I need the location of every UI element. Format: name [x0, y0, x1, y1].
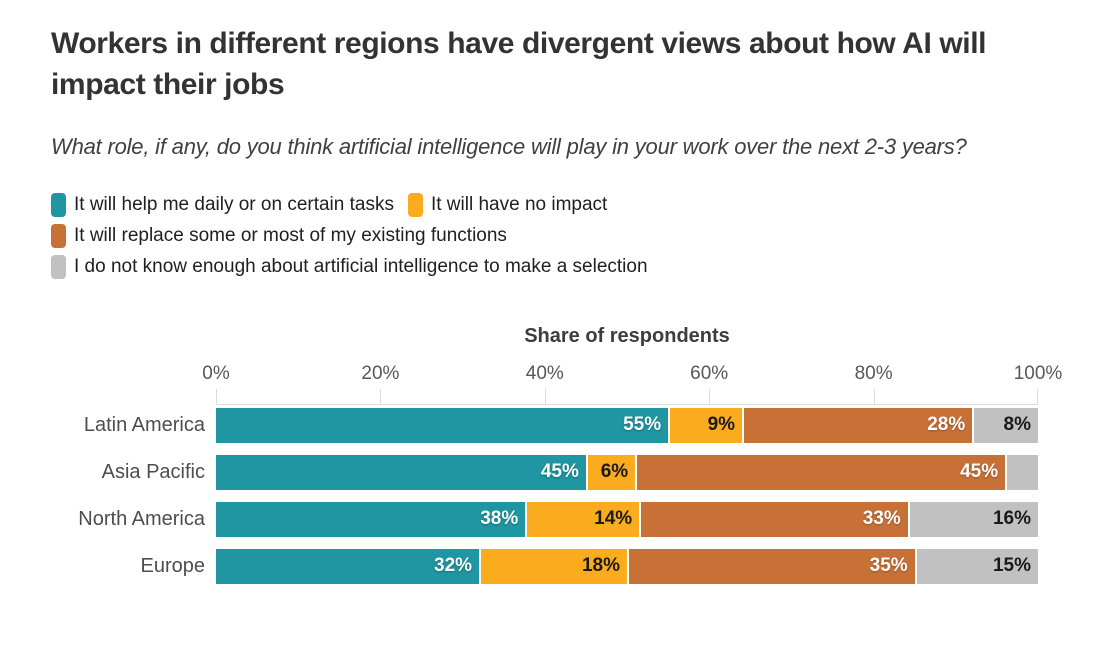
- bar-segment: 38%: [216, 501, 526, 537]
- x-axis-tick-label: 80%: [854, 362, 893, 384]
- bar-value-label: 32%: [434, 555, 473, 576]
- legend-item: It will have no impact: [407, 193, 608, 217]
- x-axis-tick-label: 40%: [525, 362, 564, 384]
- x-axis-tick-mark: [216, 388, 217, 404]
- bar-value-label: 35%: [869, 555, 908, 576]
- x-axis-tick-label: 100%: [1013, 362, 1063, 384]
- x-axis-tick-mark: [873, 388, 875, 404]
- legend-item: I do not know enough about artificial in…: [51, 255, 648, 279]
- category-label: North America: [78, 507, 205, 530]
- legend-item: It will replace some or most of my exist…: [51, 224, 507, 248]
- bar-rows: Latin America 55% 9% 28% 8% Asia Pacific 45% 6%…: [51, 407, 1038, 584]
- bar-value-label: 6%: [600, 461, 629, 482]
- bar-value-label: 8%: [1003, 414, 1031, 435]
- bar-segment: 28%: [742, 407, 973, 443]
- bar-segment: 45%: [635, 454, 1006, 490]
- x-axis-line: [216, 388, 1038, 405]
- legend-swatch-icon: [51, 255, 66, 279]
- page: Workers in different regions have diverg…: [51, 27, 1062, 584]
- legend: It will help me daily or on certain task…: [51, 190, 1038, 283]
- legend-swatch-icon: [51, 193, 66, 217]
- bar-segment: 55%: [216, 407, 669, 443]
- category-label: Asia Pacific: [101, 460, 205, 483]
- legend-swatch-icon: [51, 224, 66, 248]
- x-axis-tick-mark: [544, 388, 546, 404]
- bar-segment: 33%: [639, 501, 908, 537]
- legend-row: It will help me daily or on certain task…: [51, 190, 1038, 221]
- bar-segment: 18%: [479, 548, 627, 584]
- bar-value-label: 45%: [960, 461, 999, 482]
- chart-subtitle: What role, if any, do you think artifici…: [51, 133, 967, 159]
- bar-value-label: 28%: [927, 414, 966, 435]
- category-label: Latin America: [83, 413, 205, 436]
- stacked-bar-chart: Share of respondents 0% 20% 40% 60% 80% 100% …: [51, 324, 1062, 584]
- bar-value-label: 38%: [480, 508, 519, 529]
- bar-value-label: 55%: [623, 414, 662, 435]
- bar-value-label: 15%: [992, 555, 1031, 576]
- legend-item-label: It will replace some or most of my exist…: [74, 225, 507, 246]
- bar-row: Asia Pacific 45% 6% 45%: [51, 454, 1038, 490]
- legend-row: It will replace some or most of my exist…: [51, 221, 1038, 252]
- bar-row: Europe 32% 18% 35% 15%: [51, 548, 1038, 584]
- bar-row: North America 38% 14% 33% 16%: [51, 501, 1038, 537]
- x-axis-tick-labels: 0% 20% 40% 60% 80% 100%: [202, 362, 1062, 389]
- bar-segment: 14%: [525, 501, 640, 537]
- x-axis-tick-mark: [709, 388, 711, 404]
- stacked-bar: 32% 18% 35% 15%: [216, 548, 1038, 584]
- bar-segment: 45%: [216, 454, 586, 490]
- x-axis-tick-label: 20%: [361, 362, 400, 384]
- x-axis-tick-mark: [1037, 388, 1038, 404]
- x-axis-tick-label: 60%: [690, 362, 729, 384]
- stacked-bar: 45% 6% 45%: [216, 454, 1038, 490]
- legend-item-label: It will help me daily or on certain task…: [74, 194, 394, 215]
- x-axis-title: Share of respondents: [524, 324, 730, 347]
- bar-segment: 15%: [914, 548, 1038, 584]
- x-axis-tick-label: 0%: [202, 362, 230, 384]
- bar-segment: 35%: [626, 548, 915, 584]
- legend-item-label: I do not know enough about artificial in…: [74, 256, 648, 277]
- legend-item-label: It will have no impact: [430, 194, 608, 215]
- stacked-bar: 55% 9% 28% 8%: [216, 407, 1038, 443]
- bar-segment: 32%: [216, 548, 480, 584]
- bar-value-label: 33%: [862, 508, 901, 529]
- bar-segment: 9%: [668, 407, 743, 443]
- legend-swatch-icon: [407, 193, 423, 217]
- legend-item: It will help me daily or on certain task…: [51, 193, 394, 217]
- bar-segment: 16%: [907, 501, 1038, 537]
- x-axis-tick-mark: [380, 388, 382, 404]
- legend-row: I do not know enough about artificial in…: [51, 252, 1038, 283]
- chart-title: Workers in different regions have diverg…: [51, 27, 987, 101]
- bar-segment: 8%: [972, 407, 1038, 443]
- bar-row: Latin America 55% 9% 28% 8%: [51, 407, 1038, 443]
- bar-value-label: 9%: [707, 414, 736, 435]
- bar-value-label: 45%: [540, 461, 579, 482]
- bar-value-label: 16%: [992, 508, 1031, 529]
- category-label: Europe: [140, 554, 206, 577]
- bar-value-label: 14%: [594, 508, 633, 529]
- stacked-bar: 38% 14% 33% 16%: [216, 501, 1038, 537]
- bar-value-label: 18%: [581, 555, 620, 576]
- bar-segment: 6%: [585, 454, 636, 490]
- bar-segment: [1005, 454, 1038, 490]
